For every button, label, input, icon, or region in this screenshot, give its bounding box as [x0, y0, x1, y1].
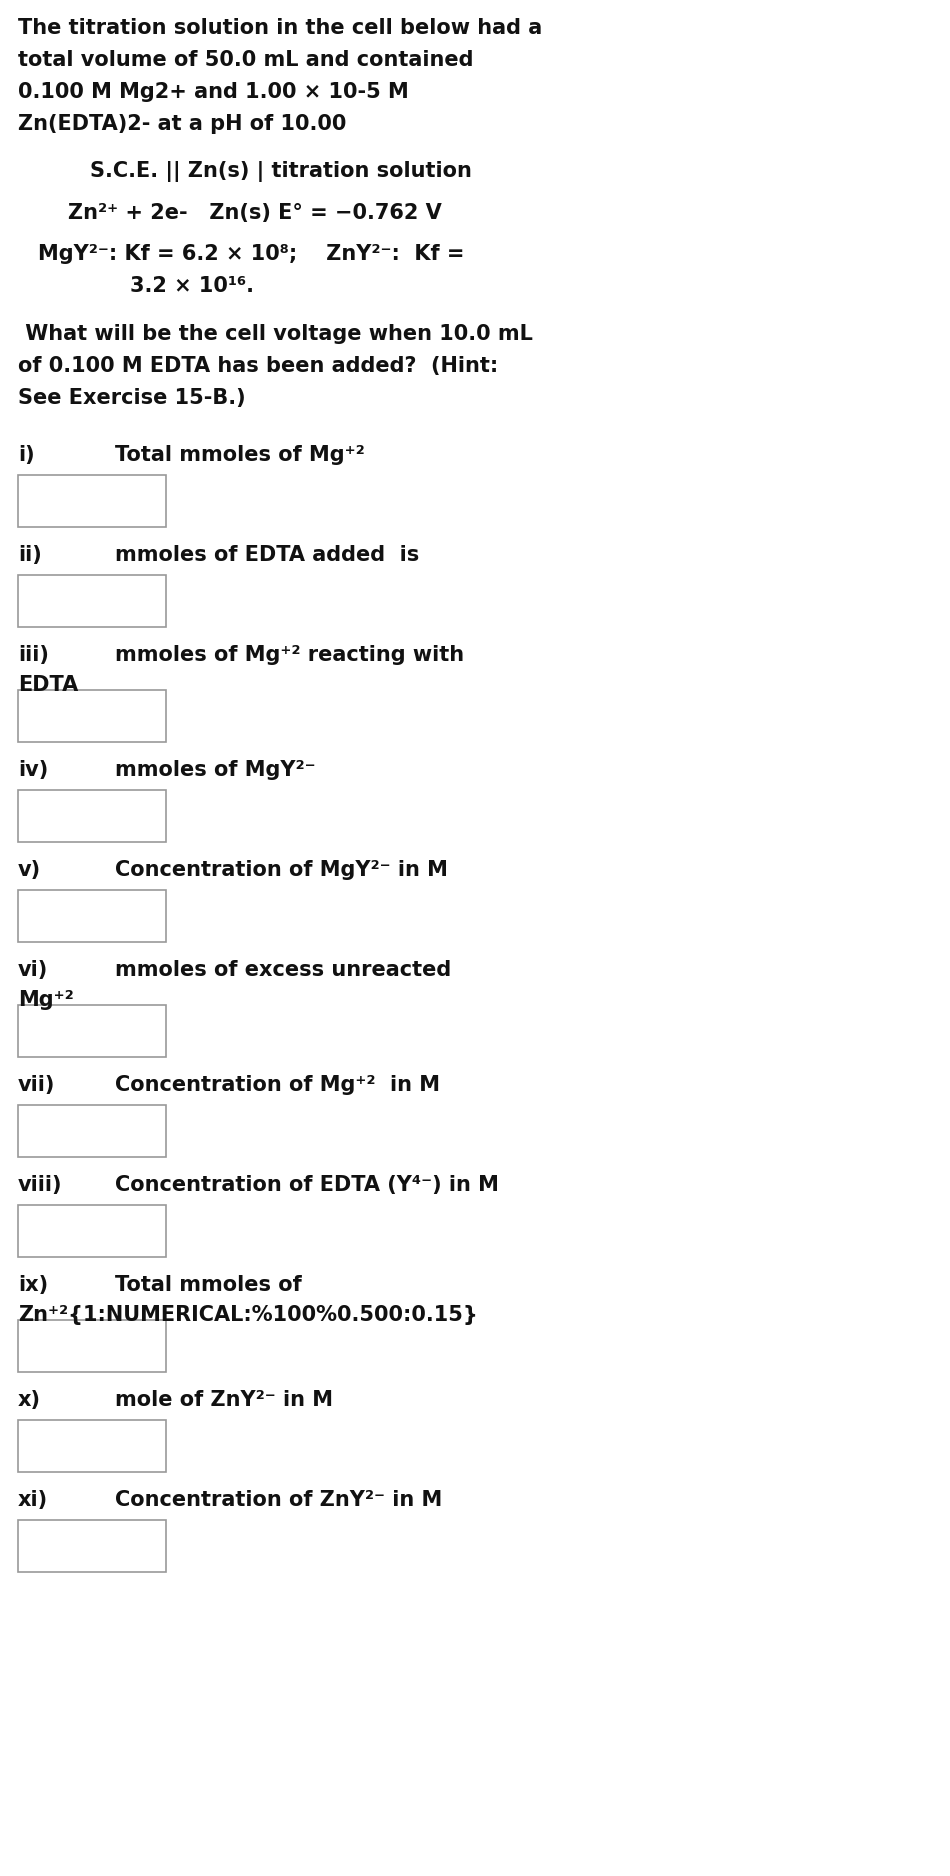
Text: See Exercise 15-B.): See Exercise 15-B.): [18, 388, 246, 409]
Text: Concentration of Mg⁺²  in M: Concentration of Mg⁺² in M: [115, 1075, 440, 1096]
Text: MgY²⁻: Kf = 6.2 × 10⁸;    ZnY²⁻:  Kf =: MgY²⁻: Kf = 6.2 × 10⁸; ZnY²⁻: Kf =: [38, 244, 465, 265]
Text: mmoles of EDTA added  is: mmoles of EDTA added is: [115, 546, 419, 565]
Text: x): x): [18, 1390, 41, 1411]
Text: vi): vi): [18, 961, 48, 979]
Text: mole of ZnY²⁻ in M: mole of ZnY²⁻ in M: [115, 1390, 333, 1411]
Text: i): i): [18, 445, 34, 465]
Bar: [18, 576, 166, 627]
Text: mmoles of MgY²⁻: mmoles of MgY²⁻: [115, 760, 315, 780]
Text: 0.100 M Mg2+ and 1.00 × 10-5 M: 0.100 M Mg2+ and 1.00 × 10-5 M: [18, 83, 408, 101]
Bar: [18, 1420, 166, 1473]
Text: iv): iv): [18, 760, 48, 780]
Text: mmoles of excess unreacted: mmoles of excess unreacted: [115, 961, 451, 979]
Text: Zn²⁺ + 2e-   Zn(s) E° = −0.762 V: Zn²⁺ + 2e- Zn(s) E° = −0.762 V: [68, 203, 442, 223]
Text: total volume of 50.0 mL and contained: total volume of 50.0 mL and contained: [18, 51, 473, 69]
Bar: [18, 790, 166, 842]
Bar: [18, 891, 166, 942]
Bar: [18, 1204, 166, 1257]
Text: 3.2 × 10¹⁶.: 3.2 × 10¹⁶.: [130, 276, 254, 296]
Bar: [18, 475, 166, 527]
Text: Concentration of EDTA (Y⁴⁻) in M: Concentration of EDTA (Y⁴⁻) in M: [115, 1174, 499, 1195]
Text: of 0.100 M EDTA has been added?  (Hint:: of 0.100 M EDTA has been added? (Hint:: [18, 356, 498, 377]
Text: Zn(EDTA)2- at a pH of 10.00: Zn(EDTA)2- at a pH of 10.00: [18, 114, 347, 133]
Text: Total mmoles of Mg⁺²: Total mmoles of Mg⁺²: [115, 445, 365, 465]
Text: Total mmoles of: Total mmoles of: [115, 1276, 302, 1294]
Text: viii): viii): [18, 1174, 63, 1195]
Bar: [18, 690, 166, 743]
Text: v): v): [18, 861, 41, 880]
Bar: [18, 1520, 166, 1572]
Text: ix): ix): [18, 1276, 48, 1294]
Bar: [18, 1006, 166, 1058]
Text: ii): ii): [18, 546, 42, 565]
Text: EDTA: EDTA: [18, 675, 78, 696]
Text: The titration solution in the cell below had a: The titration solution in the cell below…: [18, 19, 542, 38]
Text: xi): xi): [18, 1490, 48, 1510]
Text: mmoles of Mg⁺² reacting with: mmoles of Mg⁺² reacting with: [115, 645, 465, 666]
Text: Concentration of ZnY²⁻ in M: Concentration of ZnY²⁻ in M: [115, 1490, 443, 1510]
Text: What will be the cell voltage when 10.0 mL: What will be the cell voltage when 10.0 …: [18, 325, 533, 343]
Bar: [18, 1105, 166, 1157]
Text: S.C.E. || Zn(s) | titration solution: S.C.E. || Zn(s) | titration solution: [90, 161, 472, 182]
Text: vii): vii): [18, 1075, 55, 1096]
Bar: [18, 1321, 166, 1371]
Text: Concentration of MgY²⁻ in M: Concentration of MgY²⁻ in M: [115, 861, 447, 880]
Text: Mg⁺²: Mg⁺²: [18, 991, 74, 1009]
Text: iii): iii): [18, 645, 48, 666]
Text: Zn⁺²{1:NUMERICAL:%100%0.500:0.15}: Zn⁺²{1:NUMERICAL:%100%0.500:0.15}: [18, 1306, 478, 1324]
